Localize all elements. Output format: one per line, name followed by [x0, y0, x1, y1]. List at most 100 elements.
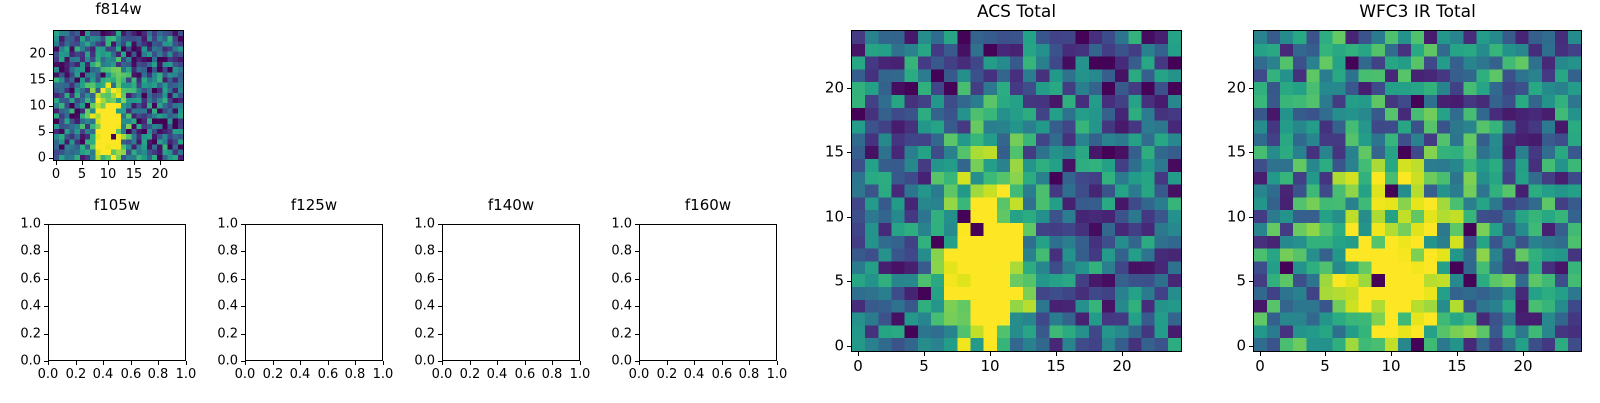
yticklabel-f814w-2: 10: [29, 98, 46, 114]
yticklabel-acs-total-0: 0: [834, 336, 844, 355]
xticklabel-acs-total-2: 10: [980, 357, 1000, 375]
axes-f105w: [48, 224, 186, 361]
xticklabel-f814w-0: 0: [51, 167, 61, 182]
heatmap-image: [852, 31, 1181, 351]
xtick-acs-total-0: [858, 352, 859, 356]
xticklabel-wfc3-ir-total-4: 20: [1513, 357, 1533, 375]
xtick-f125w-3: [328, 361, 329, 365]
ytick-f160w-5: [635, 224, 639, 225]
yticklabel-f125w-0: 0.0: [217, 353, 238, 369]
yticklabel-acs-total-3: 15: [824, 142, 844, 161]
xtick-f105w-1: [76, 361, 77, 365]
ytick-acs-total-0: [847, 346, 851, 347]
xticklabel-wfc3-ir-total-2: 10: [1381, 357, 1401, 375]
xticklabel-f140w-1: 0.2: [459, 367, 481, 382]
yticklabel-wfc3-ir-total-2: 10: [1226, 207, 1246, 226]
yticklabel-acs-total-1: 5: [834, 271, 844, 290]
ytick-f160w-4: [635, 251, 639, 252]
xticklabel-f160w-2: 0.4: [683, 367, 705, 382]
ytick-f140w-4: [438, 251, 442, 252]
ytick-f125w-2: [241, 306, 245, 307]
xticklabel-f140w-2: 0.4: [486, 367, 508, 382]
xticklabel-f125w-4: 0.8: [344, 367, 366, 382]
ytick-f105w-4: [44, 251, 48, 252]
xticklabel-acs-total-4: 20: [1112, 357, 1132, 375]
yticklabel-f160w-3: 0.6: [611, 271, 632, 287]
yticklabel-acs-total-4: 20: [824, 78, 844, 97]
axes-wfc3-ir-total: [1253, 30, 1582, 352]
yticklabel-acs-total-2: 10: [824, 207, 844, 226]
ytick-acs-total-2: [847, 217, 851, 218]
yticklabel-f125w-4: 0.8: [217, 243, 238, 259]
yticklabel-wfc3-ir-total-1: 5: [1236, 271, 1246, 290]
axes-acs-total: [851, 30, 1182, 352]
xtick-f814w-2: [108, 161, 109, 165]
ytick-wfc3-ir-total-0: [1249, 346, 1253, 347]
ytick-f140w-5: [438, 224, 442, 225]
xtick-f105w-3: [131, 361, 132, 365]
heatmap-image: [1254, 31, 1581, 351]
ytick-f160w-2: [635, 306, 639, 307]
xtick-f160w-0: [639, 361, 640, 365]
xtick-acs-total-4: [1122, 352, 1123, 356]
panel-wfc3-ir-total: WFC3 IR Total 0 5 10 15 20 0 5 10 15 20: [1193, 4, 1600, 394]
xticklabel-f125w-3: 0.6: [317, 367, 339, 382]
yticklabel-f814w-1: 5: [37, 124, 46, 140]
xtick-f140w-0: [442, 361, 443, 365]
panel-title-wfc3-ir-total: WFC3 IR Total: [1359, 2, 1476, 22]
panel-title-f125w: f125w: [290, 196, 338, 214]
yticklabel-f140w-1: 0.2: [414, 326, 435, 342]
xtick-f814w-4: [160, 161, 161, 165]
panel-acs-total: ACS Total 0 5 10 15 20 0 5 10 15 20: [791, 4, 1242, 394]
yticklabel-f140w-3: 0.6: [414, 271, 435, 287]
ytick-f160w-3: [635, 279, 639, 280]
yticklabel-wfc3-ir-total-0: 0: [1236, 336, 1246, 355]
xtick-f814w-0: [56, 161, 57, 165]
ytick-f814w-4: [49, 54, 53, 55]
ytick-f105w-2: [44, 306, 48, 307]
ytick-f105w-1: [44, 334, 48, 335]
xtick-f140w-1: [470, 361, 471, 365]
ytick-f125w-0: [241, 361, 245, 362]
ytick-f125w-3: [241, 279, 245, 280]
xticklabel-wfc3-ir-total-3: 15: [1447, 357, 1467, 375]
xticklabel-f105w-3: 0.6: [120, 367, 142, 382]
xticklabel-f125w-5: 1.0: [372, 367, 394, 382]
heatmap-image: [54, 31, 183, 160]
xticklabel-f105w-4: 0.8: [147, 367, 169, 382]
panel-title-f140w: f140w: [487, 196, 535, 214]
yticklabel-f160w-0: 0.0: [611, 353, 632, 369]
yticklabel-f160w-4: 0.8: [611, 243, 632, 259]
yticklabel-f105w-0: 0.0: [20, 353, 41, 369]
ytick-f105w-0: [44, 361, 48, 362]
ytick-f125w-5: [241, 224, 245, 225]
axes-f125w: [245, 224, 383, 361]
panel-title-f160w: f160w: [684, 196, 732, 214]
xtick-wfc3-ir-total-4: [1523, 352, 1524, 356]
yticklabel-f140w-5: 1.0: [414, 216, 435, 232]
xtick-f160w-4: [749, 361, 750, 365]
ytick-f105w-5: [44, 224, 48, 225]
ytick-wfc3-ir-total-4: [1249, 88, 1253, 89]
xtick-f140w-5: [580, 361, 581, 365]
xticklabel-acs-total-3: 15: [1046, 357, 1066, 375]
axes-f814w: [53, 30, 184, 161]
xticklabel-f105w-1: 0.2: [65, 367, 87, 382]
ytick-f105w-3: [44, 279, 48, 280]
xticklabel-acs-total-0: 0: [853, 357, 863, 375]
xtick-f814w-1: [82, 161, 83, 165]
yticklabel-f140w-0: 0.0: [414, 353, 435, 369]
yticklabel-f814w-4: 20: [29, 46, 46, 62]
xtick-f140w-4: [552, 361, 553, 365]
panel-title-f105w: f105w: [93, 196, 141, 214]
xticklabel-f160w-3: 0.6: [711, 367, 733, 382]
xticklabel-f814w-2: 10: [99, 167, 117, 182]
yticklabel-f140w-2: 0.4: [414, 298, 435, 314]
xtick-f160w-5: [777, 361, 778, 365]
xticklabel-f160w-4: 0.8: [738, 367, 760, 382]
ytick-acs-total-1: [847, 281, 851, 282]
xticklabel-wfc3-ir-total-1: 5: [1320, 357, 1330, 375]
axes-f140w: [442, 224, 580, 361]
xticklabel-f105w-5: 1.0: [175, 367, 197, 382]
